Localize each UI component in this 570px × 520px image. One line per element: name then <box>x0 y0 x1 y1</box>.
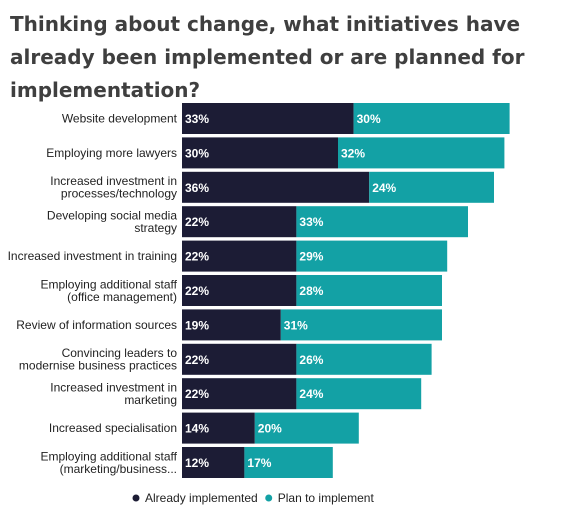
category-label: strategy <box>134 221 177 235</box>
bar-already-implemented <box>182 103 354 134</box>
data-label: 14% <box>185 422 209 436</box>
bar-plan-to-implement <box>338 137 505 169</box>
bar-plan-to-implement <box>244 447 333 478</box>
category-label: modernise business practices <box>19 359 177 373</box>
data-label: 36% <box>185 181 209 195</box>
category-label: Developing social media <box>47 208 177 222</box>
bar-plan-to-implement <box>254 412 359 444</box>
category-label: Increased investment in <box>50 174 177 188</box>
data-label: 24% <box>372 181 396 195</box>
bar-plan-to-implement <box>296 206 468 238</box>
data-label: 31% <box>284 318 308 332</box>
bar-plan-to-implement <box>296 343 432 375</box>
data-label: 32% <box>341 146 365 160</box>
bar-already-implemented <box>182 137 338 169</box>
data-label: 17% <box>247 456 271 470</box>
data-label: 20% <box>258 422 282 436</box>
category-label: Website development <box>62 112 178 126</box>
data-label: 24% <box>299 387 323 401</box>
data-label: 19% <box>185 318 209 332</box>
data-label: 22% <box>185 250 209 264</box>
legend-label: Already implemented <box>145 491 258 505</box>
category-label: Convincing leaders to <box>62 346 178 360</box>
bar-already-implemented <box>182 206 297 238</box>
legend-marker <box>265 494 273 502</box>
category-label: Increased investment in <box>50 380 177 394</box>
data-label: 33% <box>299 215 323 229</box>
bar-plan-to-implement <box>296 275 442 306</box>
category-label: Employing additional staff <box>40 277 177 291</box>
bar-plan-to-implement <box>369 171 494 203</box>
bar-plan-to-implement <box>353 103 510 134</box>
bar-plan-to-implement <box>296 240 448 272</box>
data-label: 22% <box>185 387 209 401</box>
legend-marker <box>132 494 140 502</box>
data-label: 33% <box>185 112 209 126</box>
bar-plan-to-implement <box>280 309 442 341</box>
category-label: Employing more lawyers <box>46 146 177 160</box>
data-label: 12% <box>185 456 209 470</box>
bar-already-implemented <box>182 309 281 341</box>
data-label: 30% <box>185 146 209 160</box>
bar-already-implemented <box>182 171 370 203</box>
category-label: processes/technology <box>61 187 177 201</box>
legend-label: Plan to implement <box>278 491 375 505</box>
chart-title: Thinking about change, what initiatives … <box>10 12 525 102</box>
data-label: 22% <box>185 353 209 367</box>
category-label: Increased specialisation <box>49 421 177 435</box>
bar-already-implemented <box>182 447 245 478</box>
data-label: 26% <box>299 353 323 367</box>
bar-already-implemented <box>182 412 255 444</box>
data-label: 28% <box>299 284 323 298</box>
bar-plan-to-implement <box>296 378 422 410</box>
bar-already-implemented <box>182 240 297 272</box>
category-label: (marketing/business... <box>60 462 177 476</box>
bar-already-implemented <box>182 378 297 410</box>
category-label: Employing additional staff <box>40 449 177 463</box>
data-label: 22% <box>185 215 209 229</box>
category-label: Increased investment in training <box>8 249 177 263</box>
category-label: marketing <box>124 393 177 407</box>
category-label: Review of information sources <box>16 318 177 332</box>
data-label: 22% <box>185 284 209 298</box>
data-label: 29% <box>299 250 323 264</box>
bar-already-implemented <box>182 275 297 306</box>
bar-already-implemented <box>182 343 297 375</box>
data-label: 30% <box>357 112 381 126</box>
category-label: (office management) <box>67 290 177 304</box>
